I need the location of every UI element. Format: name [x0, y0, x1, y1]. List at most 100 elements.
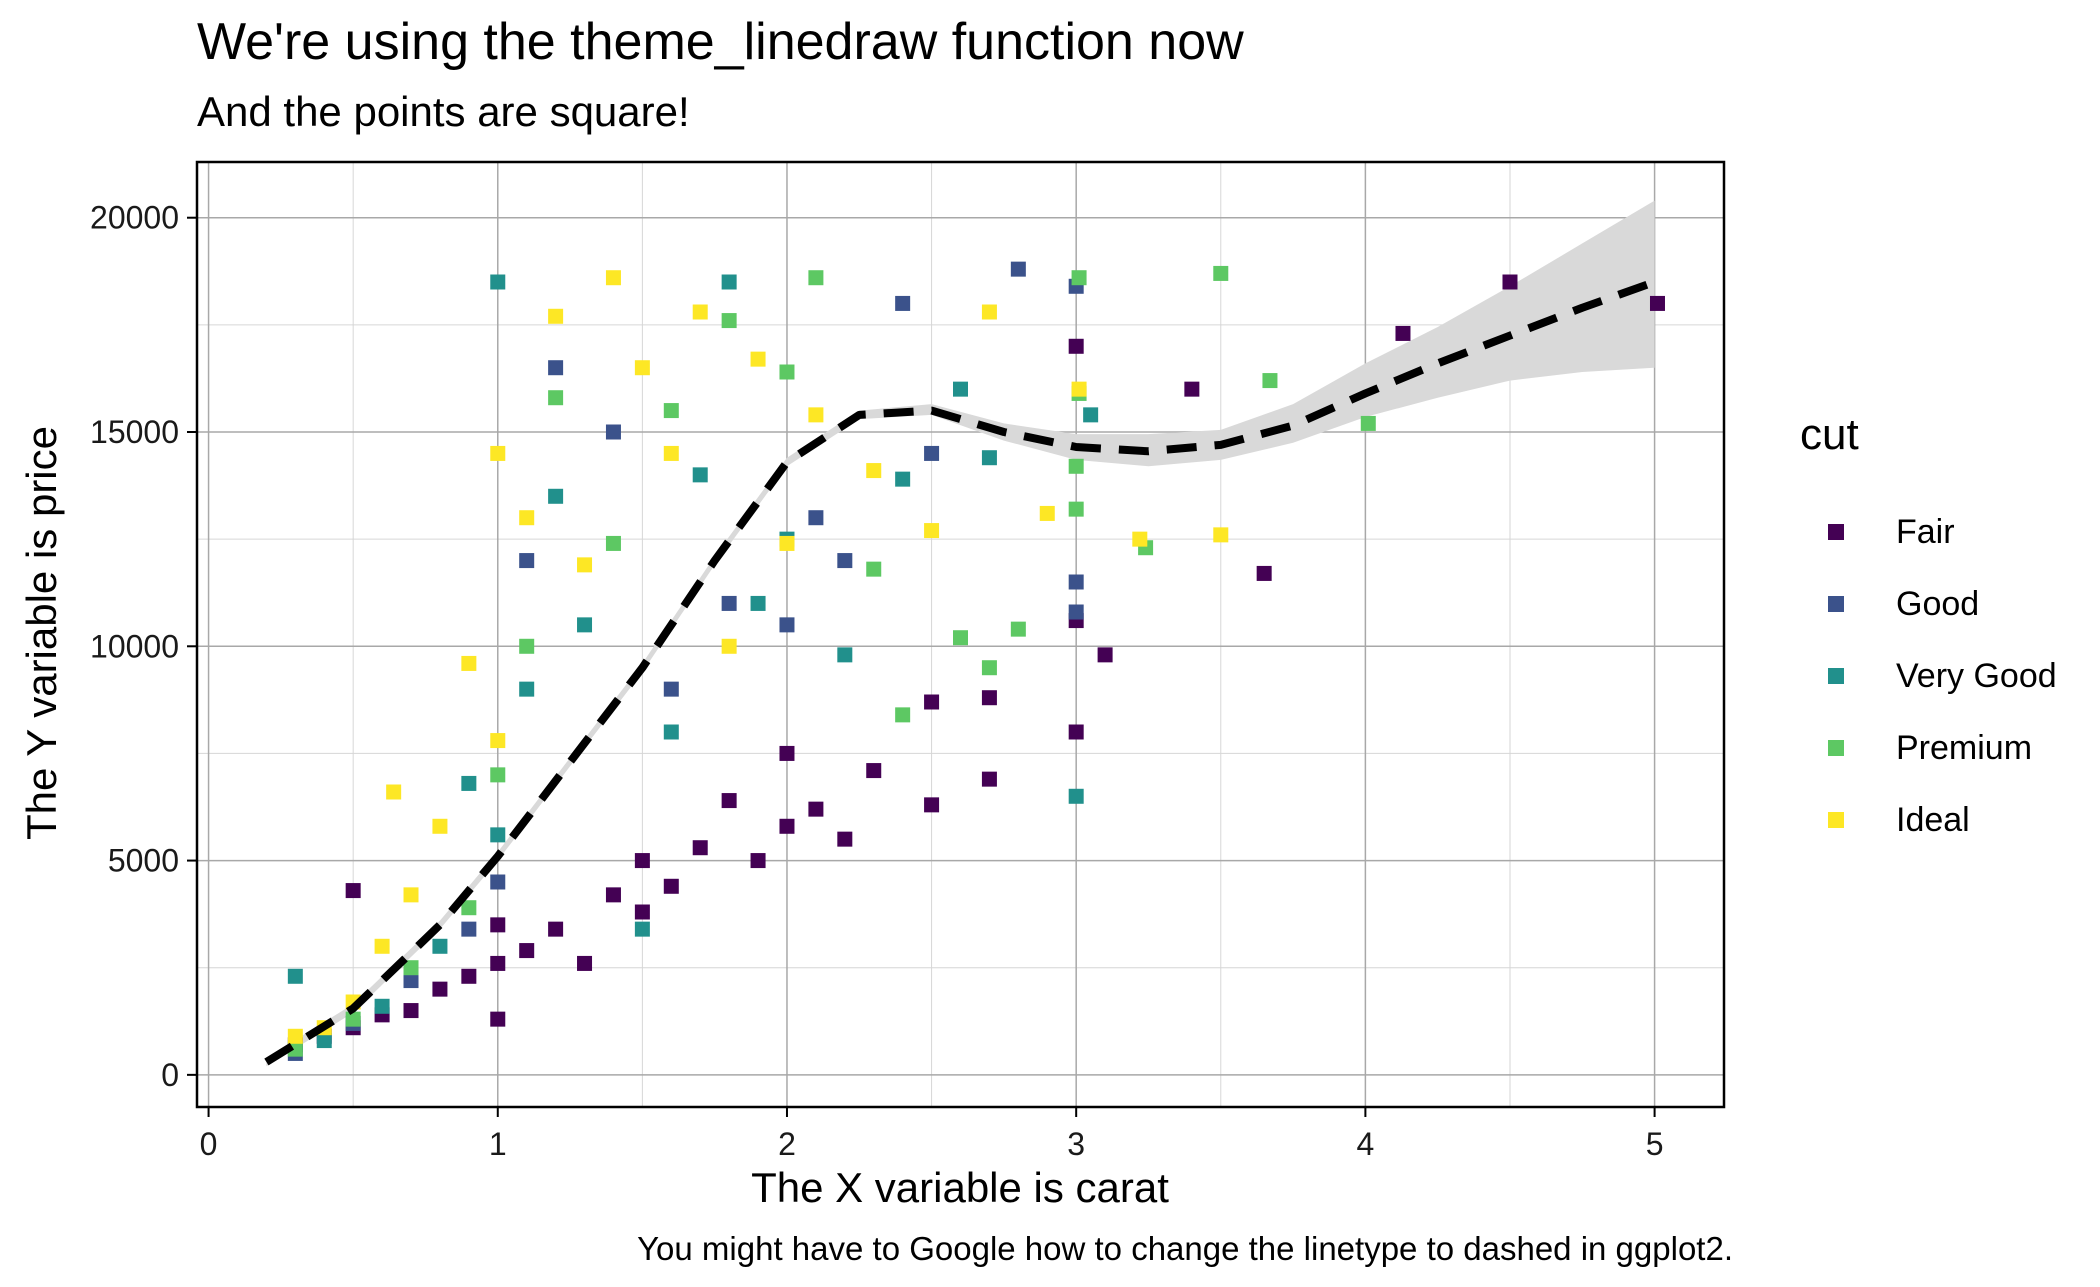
point-premium — [490, 767, 506, 783]
smooth-line-layer — [264, 278, 1656, 1066]
point-very-good — [721, 274, 737, 290]
points-layer — [287, 261, 1665, 1061]
point-fair — [663, 878, 679, 894]
legend-item-fair: Fair — [1800, 496, 2057, 568]
point-fair — [519, 943, 535, 959]
point-fair — [461, 968, 477, 984]
point-premium — [663, 403, 679, 419]
point-fair — [490, 917, 506, 933]
point-fair — [981, 771, 997, 787]
point-good — [779, 617, 795, 633]
point-good — [403, 973, 419, 989]
point-fair — [1649, 295, 1665, 311]
point-fair — [808, 801, 824, 817]
point-ideal — [605, 270, 621, 286]
point-good — [663, 681, 679, 697]
point-fair — [1395, 325, 1411, 341]
point-ideal — [981, 304, 997, 320]
point-ideal — [548, 308, 564, 324]
point-fair — [779, 745, 795, 761]
point-good — [605, 424, 621, 440]
point-ideal — [577, 557, 593, 573]
legend-key-square — [1828, 596, 1844, 612]
point-ideal — [287, 1028, 303, 1044]
point-premium — [519, 638, 535, 654]
smooth-trend-line — [264, 278, 1656, 1066]
point-good — [721, 595, 737, 611]
point-ideal — [779, 535, 795, 551]
point-good — [548, 360, 564, 376]
x-tick-label: 0 — [200, 1126, 218, 1162]
point-fair — [924, 694, 940, 710]
x-tick-label: 5 — [1646, 1126, 1664, 1162]
x-tick-label: 2 — [778, 1126, 796, 1162]
point-ideal — [808, 407, 824, 423]
point-ideal — [1039, 505, 1055, 521]
point-good — [924, 445, 940, 461]
point-good — [1068, 604, 1084, 620]
point-ideal — [1071, 381, 1087, 397]
point-ideal — [866, 463, 882, 479]
y-tick-label: 15000 — [90, 414, 179, 450]
point-fair — [345, 883, 361, 899]
legend-items: Fair Good Very Good Premium Ideal — [1800, 496, 2057, 856]
point-very-good — [432, 938, 448, 954]
point-fair — [721, 793, 737, 809]
legend-title: cut — [1800, 410, 1859, 459]
point-very-good — [490, 827, 506, 843]
legend-key-square — [1828, 668, 1844, 684]
point-good — [895, 295, 911, 311]
y-axis-title: The Y variable is price — [18, 426, 65, 840]
chart-subtitle: And the points are square! — [197, 88, 690, 135]
legend-label: Premium — [1896, 728, 2033, 767]
point-good — [837, 553, 853, 569]
point-good — [461, 921, 477, 937]
point-ideal — [1213, 527, 1229, 543]
point-fair — [403, 1003, 419, 1019]
legend-key-square — [1828, 740, 1844, 756]
x-tick-label: 1 — [489, 1126, 507, 1162]
point-premium — [548, 390, 564, 406]
legend-item-ideal: Ideal — [1800, 784, 2057, 856]
point-premium — [345, 1011, 361, 1027]
point-fair — [432, 981, 448, 997]
legend-item-good: Good — [1800, 568, 2057, 640]
point-premium — [953, 630, 968, 646]
point-premium — [287, 1041, 303, 1057]
point-very-good — [953, 381, 968, 397]
point-good — [808, 510, 824, 526]
point-fair — [490, 955, 506, 971]
point-very-good — [895, 471, 911, 487]
legend-key-square — [1828, 812, 1844, 828]
point-very-good — [663, 724, 679, 740]
point-premium — [1068, 458, 1084, 474]
point-very-good — [1083, 407, 1099, 423]
point-fair — [837, 831, 853, 847]
point-fair — [779, 818, 795, 834]
point-ideal — [490, 733, 506, 749]
point-premium — [1010, 621, 1026, 637]
legend-label: Fair — [1896, 512, 1955, 551]
point-fair — [1068, 724, 1084, 740]
point-fair — [981, 690, 997, 706]
point-very-good — [634, 921, 650, 937]
point-premium — [605, 535, 621, 551]
legend: cut Fair Good Very Good Premium Ideal — [1800, 410, 2057, 856]
point-fair — [866, 763, 882, 779]
point-ideal — [519, 510, 535, 526]
point-premium — [721, 313, 737, 329]
chart-title: We're using the theme_linedraw function … — [197, 13, 1244, 71]
point-ideal — [490, 445, 506, 461]
point-premium — [866, 561, 882, 577]
point-ideal — [750, 351, 766, 367]
y-tick-label: 0 — [161, 1057, 179, 1093]
point-fair — [924, 797, 940, 813]
legend-key-square — [1828, 524, 1844, 540]
chart-caption: You might have to Google how to change t… — [637, 1230, 1733, 1267]
legend-label: Ideal — [1896, 800, 1970, 839]
point-premium — [1068, 501, 1084, 517]
point-very-good — [981, 450, 997, 466]
point-ideal — [924, 523, 940, 539]
point-fair — [490, 1011, 506, 1027]
legend-item-premium: Premium — [1800, 712, 2057, 784]
